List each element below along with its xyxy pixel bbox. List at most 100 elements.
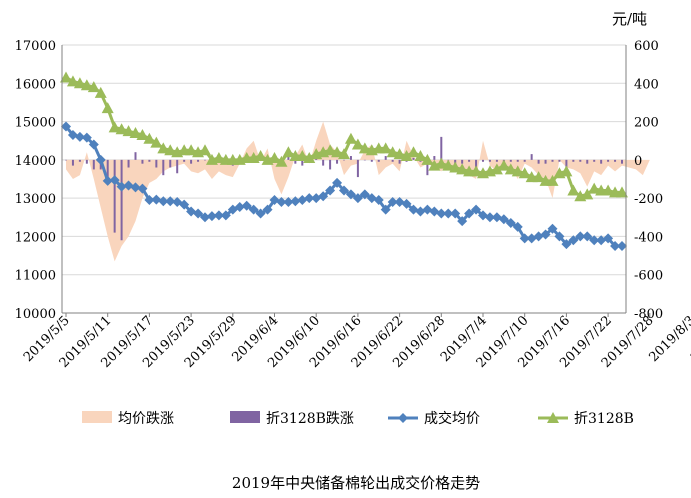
- series-point: [401, 198, 412, 209]
- series-point: [387, 196, 398, 207]
- series-point: [73, 77, 86, 89]
- series-point: [165, 196, 176, 207]
- series-point: [123, 180, 134, 191]
- series-point: [206, 211, 217, 222]
- legend-swatch: [230, 411, 260, 423]
- series-point: [80, 79, 93, 91]
- bar: [509, 159, 512, 162]
- series-point: [115, 123, 128, 135]
- series-point: [610, 241, 621, 251]
- series-point: [554, 231, 565, 242]
- series-point: [143, 132, 156, 144]
- series-point: [241, 200, 252, 211]
- series-point: [358, 142, 371, 154]
- bar: [349, 156, 352, 160]
- series-point: [109, 175, 120, 186]
- bar: [551, 159, 554, 162]
- series-point: [248, 204, 259, 215]
- series-point: [422, 204, 433, 215]
- series-point: [87, 81, 100, 93]
- bar: [85, 159, 88, 164]
- series-point: [255, 208, 266, 219]
- series-point: [429, 206, 440, 217]
- bar: [329, 159, 332, 170]
- series-point: [394, 196, 405, 207]
- series-point: [338, 148, 350, 160]
- series-point: [484, 212, 495, 223]
- series-point: [94, 86, 107, 98]
- right-axis-tick-label: -200: [634, 192, 663, 207]
- series-point: [102, 175, 113, 186]
- series-point: [393, 148, 406, 160]
- series-point: [408, 204, 419, 215]
- series-point: [589, 235, 600, 246]
- bar: [433, 156, 436, 160]
- series-point: [443, 208, 454, 219]
- series-point: [504, 163, 517, 175]
- line-series-layer: [60, 71, 628, 251]
- legend: 均价跌涨 折3128B跌涨 成交均价 折3128B: [82, 410, 634, 427]
- series-point: [421, 153, 434, 165]
- series-point: [282, 146, 295, 158]
- series-point: [234, 201, 245, 212]
- series-point: [436, 208, 447, 219]
- series-point: [617, 241, 627, 251]
- bar: [593, 159, 596, 162]
- series-point: [616, 186, 628, 198]
- bar: [461, 159, 464, 164]
- bar: [530, 154, 533, 160]
- bar: [155, 159, 158, 168]
- series-point: [185, 144, 198, 156]
- right-axis-tick-label: 600: [634, 39, 659, 54]
- bar: [301, 159, 304, 166]
- series-point: [518, 167, 531, 179]
- right-axis-tick-label: 0: [634, 154, 642, 169]
- series-point: [546, 174, 559, 186]
- series-point: [311, 193, 322, 204]
- series-point: [200, 212, 210, 223]
- bar: [586, 159, 589, 164]
- series-point: [540, 229, 551, 240]
- series-point: [464, 208, 475, 219]
- bar: [544, 159, 547, 164]
- series-point: [478, 210, 488, 221]
- legend-label: 折3128B: [574, 411, 634, 427]
- legend-marker: [398, 413, 408, 423]
- left-axis-tick-label: 10000: [15, 307, 56, 322]
- series-point: [60, 71, 72, 83]
- right-axis-tick-label: 200: [634, 116, 659, 131]
- series-point: [400, 150, 413, 162]
- series-point: [303, 151, 316, 163]
- left-axis-tick-label: 13000: [15, 192, 56, 207]
- bar: [106, 159, 109, 178]
- bar: [294, 159, 297, 164]
- series-point: [186, 206, 197, 217]
- series-point: [380, 204, 391, 215]
- legend-label: 折3128B跌涨: [266, 411, 354, 427]
- series-point: [449, 161, 462, 173]
- series-point: [511, 165, 524, 177]
- bar: [65, 159, 67, 161]
- bar: [356, 159, 359, 178]
- series-point: [150, 136, 163, 148]
- series-point: [283, 196, 294, 207]
- bar: [204, 159, 206, 161]
- series-point: [414, 150, 427, 162]
- series-point: [415, 206, 426, 217]
- series-point: [498, 214, 509, 225]
- series-point: [568, 235, 579, 246]
- series-point: [164, 144, 177, 156]
- bar: [398, 159, 401, 164]
- right-axis-tick-label: -600: [634, 269, 663, 284]
- series-point: [442, 159, 455, 171]
- series-point: [450, 208, 461, 219]
- bar: [176, 159, 179, 174]
- left-axis-tick-label: 15000: [15, 116, 56, 131]
- series-point: [61, 121, 71, 132]
- right-axis-unit: 元/吨: [612, 10, 647, 28]
- series-point: [596, 235, 607, 246]
- series-point: [213, 210, 224, 221]
- left-axis-tick-label: 11000: [15, 269, 56, 284]
- bar: [336, 159, 339, 164]
- series-point: [158, 196, 169, 207]
